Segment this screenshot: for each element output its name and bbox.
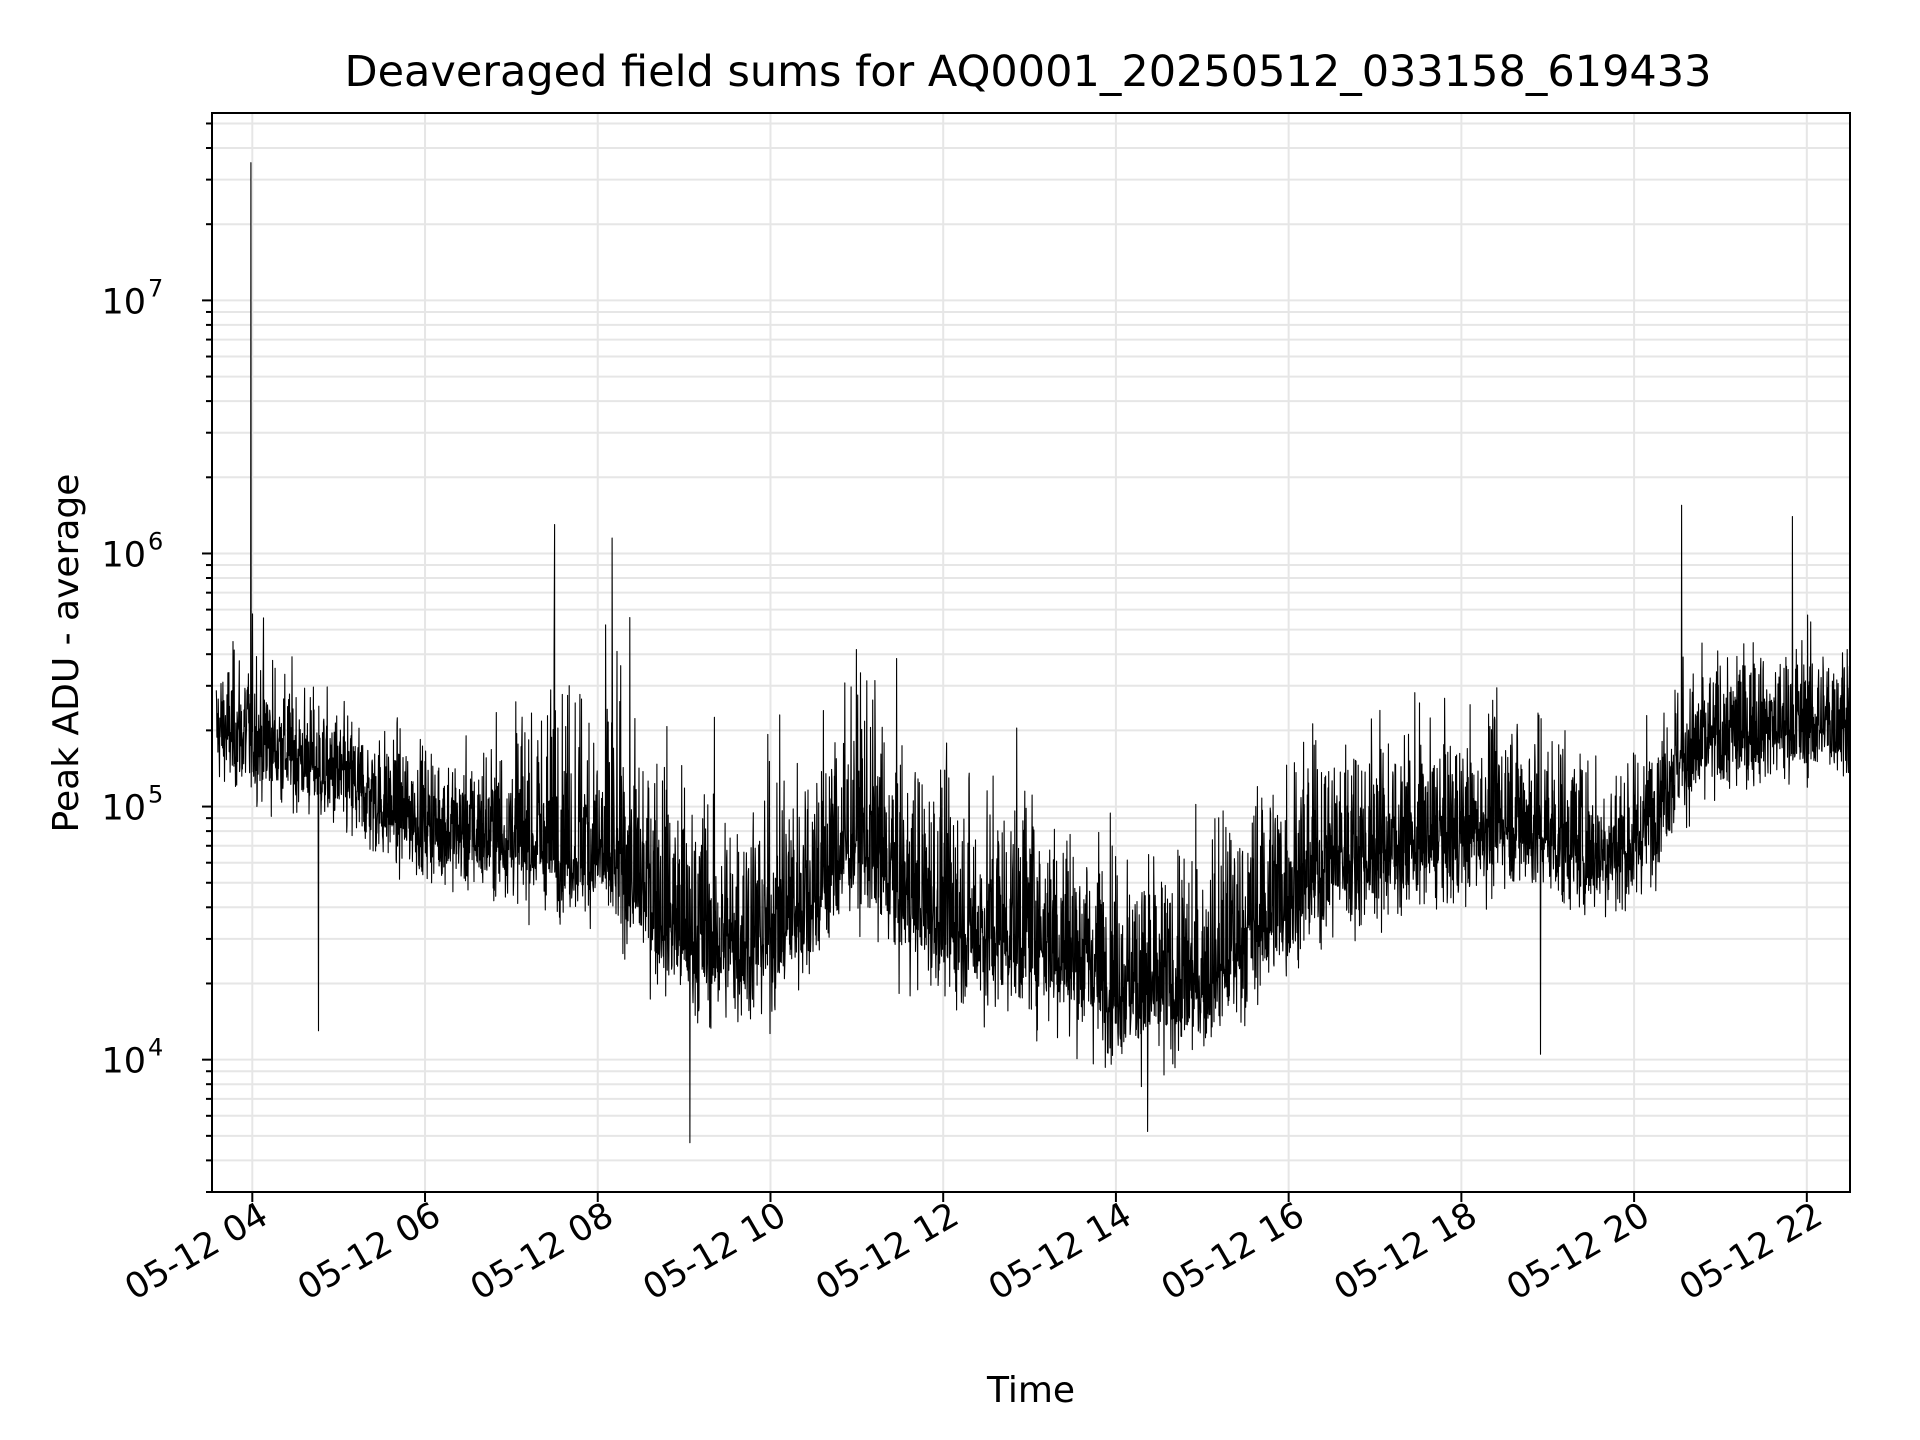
y-tick-label: 10 (101, 1042, 146, 1082)
data-series (215, 162, 1851, 1144)
x-axis-label: Time (986, 1370, 1075, 1411)
y-tick-exponent: 7 (148, 274, 163, 302)
y-tick-exponent: 4 (148, 1034, 163, 1062)
y-tick-label: 10 (101, 282, 146, 322)
y-tick-label: 10 (101, 535, 146, 575)
y-tick-label: 10 (101, 789, 146, 829)
series-line (215, 162, 1851, 1144)
y-axis-label: Peak ADU - average (46, 474, 87, 833)
y-tick-exponent: 5 (148, 781, 163, 809)
y-tick-exponent: 6 (148, 527, 163, 555)
chart-title: Deaveraged field sums for AQ0001_2025051… (344, 47, 1711, 97)
plot-area-frame (211, 112, 1851, 1193)
